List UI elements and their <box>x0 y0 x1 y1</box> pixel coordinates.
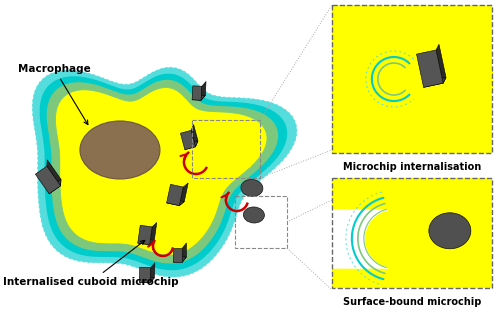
Polygon shape <box>32 67 297 277</box>
Polygon shape <box>150 263 155 283</box>
Ellipse shape <box>80 121 160 179</box>
Polygon shape <box>139 277 154 283</box>
Polygon shape <box>424 78 446 87</box>
Polygon shape <box>180 183 188 206</box>
Polygon shape <box>40 74 286 269</box>
Polygon shape <box>138 225 152 245</box>
Bar <box>235 196 287 248</box>
Polygon shape <box>49 179 61 194</box>
Bar <box>332 178 492 288</box>
Polygon shape <box>138 238 154 245</box>
Polygon shape <box>166 199 184 206</box>
Bar <box>332 5 492 153</box>
Polygon shape <box>191 125 198 147</box>
Bar <box>192 120 260 178</box>
Polygon shape <box>192 95 205 100</box>
Text: Surface-bound microchip: Surface-bound microchip <box>342 297 481 307</box>
Polygon shape <box>174 257 186 262</box>
Polygon shape <box>180 130 196 150</box>
Bar <box>332 5 492 153</box>
Polygon shape <box>436 44 446 83</box>
Polygon shape <box>150 223 157 245</box>
Polygon shape <box>56 87 267 255</box>
Ellipse shape <box>429 213 471 249</box>
Text: Microchip internalisation: Microchip internalisation <box>342 162 481 172</box>
Polygon shape <box>185 141 198 150</box>
Polygon shape <box>166 184 184 206</box>
Text: Macrophage: Macrophage <box>18 64 90 125</box>
Polygon shape <box>48 80 278 263</box>
Polygon shape <box>36 166 60 194</box>
Polygon shape <box>47 160 61 186</box>
Polygon shape <box>416 50 443 87</box>
Polygon shape <box>139 267 150 283</box>
Polygon shape <box>201 81 206 100</box>
Polygon shape <box>174 248 182 262</box>
Ellipse shape <box>241 179 263 197</box>
Ellipse shape <box>244 207 264 223</box>
Polygon shape <box>192 86 202 100</box>
Text: Internalised cuboid microchip: Internalised cuboid microchip <box>3 240 178 287</box>
Polygon shape <box>182 243 186 262</box>
Bar <box>332 178 492 288</box>
